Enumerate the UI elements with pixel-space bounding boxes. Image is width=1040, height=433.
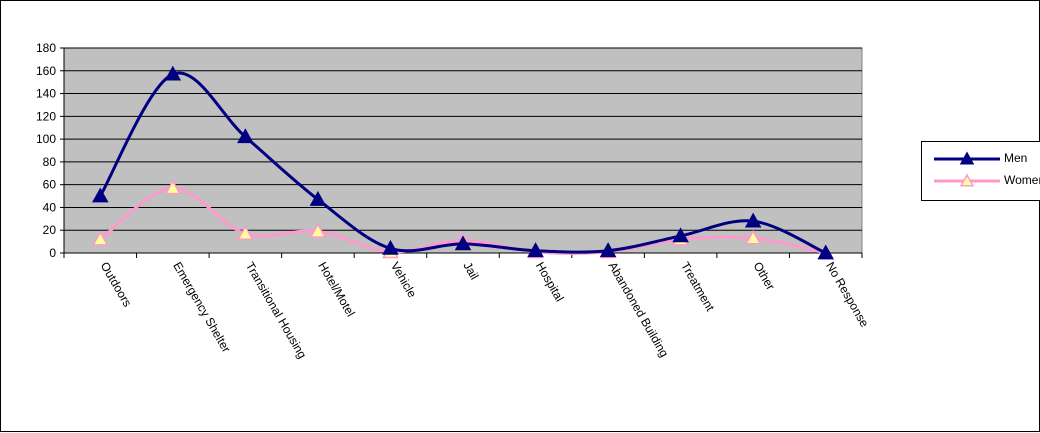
legend-label-men: Men — [1004, 151, 1028, 165]
series-line-men — [98, 71, 827, 255]
data-point-women — [91, 230, 109, 246]
data-point-men — [164, 65, 182, 81]
legend-marker-women — [959, 173, 975, 187]
legend-label-women: Women — [1004, 173, 1040, 187]
x-tick-label: Outdoors — [98, 260, 135, 310]
y-tick-label: 160 — [36, 64, 56, 78]
x-tick-label: Transitional Housing — [243, 260, 310, 361]
x-tick-label: Hospital — [533, 260, 567, 305]
data-point-men — [382, 239, 399, 255]
y-tick-label: 40 — [43, 200, 57, 214]
y-tick-label: 80 — [43, 155, 57, 169]
legend-item-men: Men — [922, 150, 1040, 168]
data-point-women — [237, 225, 254, 240]
y-tick-label: 100 — [36, 132, 56, 146]
legend-item-women: Women — [922, 172, 1040, 190]
y-tick-label: 140 — [36, 87, 56, 101]
data-point-men — [599, 242, 617, 258]
data-point-women — [744, 229, 762, 245]
x-tick-label: Treatment — [678, 260, 718, 315]
x-tick-label: Abandoned Building — [605, 260, 671, 360]
data-point-men — [309, 190, 327, 206]
x-tick-label: Vehicle — [388, 260, 420, 301]
data-point-women — [309, 222, 327, 238]
x-tick-label: Other — [751, 260, 778, 293]
y-tick-label: 120 — [36, 109, 56, 123]
data-point-men — [454, 235, 472, 251]
data-point-men — [237, 128, 254, 144]
y-tick-label: 60 — [43, 178, 57, 192]
legend-swatch-women — [934, 173, 1000, 187]
legend-swatch-men — [934, 151, 1000, 165]
data-point-men — [744, 212, 762, 228]
legend: Men Women — [921, 141, 1040, 201]
data-point-men — [527, 242, 544, 258]
x-tick-label: Hotel/Motel — [315, 260, 357, 320]
y-tick-label: 20 — [43, 223, 57, 237]
y-tick-label: 0 — [49, 246, 56, 260]
data-point-men — [91, 187, 109, 203]
data-point-men — [672, 227, 689, 243]
x-tick-label: No Response — [823, 260, 872, 330]
y-tick-label: 180 — [36, 41, 56, 55]
data-point-men — [817, 244, 835, 260]
x-tick-label: Emergency Shelter — [170, 260, 233, 355]
legend-marker-men — [959, 151, 975, 165]
x-tick-label: Jail — [460, 260, 481, 283]
data-point-women — [164, 179, 182, 195]
